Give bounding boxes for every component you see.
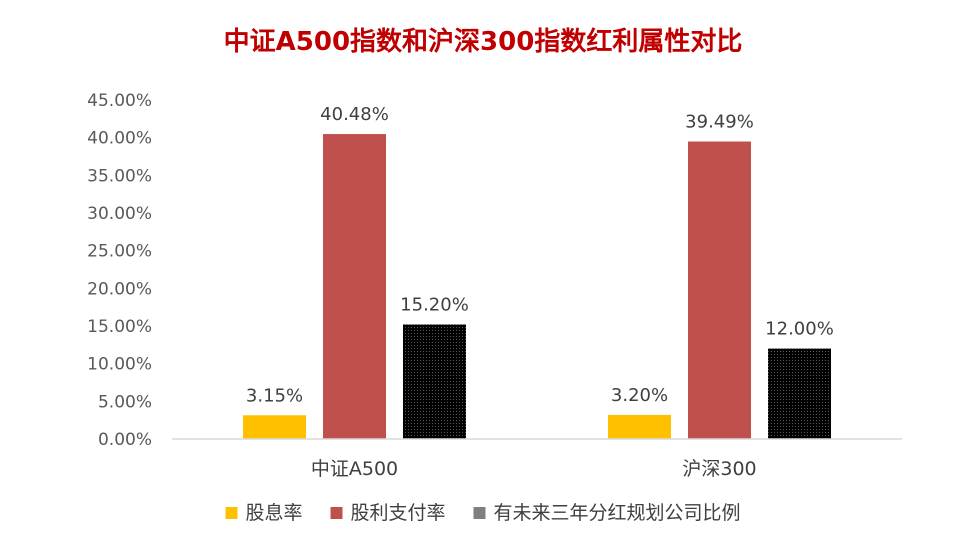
- y-tick-label: 20.00%: [87, 279, 152, 299]
- y-tick-label: 45.00%: [87, 91, 152, 111]
- legend-swatch: [330, 507, 343, 519]
- legend-label: 股利支付率: [351, 502, 446, 524]
- data-labels: 3.15% 40.48% 15.20% 3.20% 39.49% 12.00%: [246, 104, 834, 406]
- bars: [243, 134, 831, 439]
- data-label: 3.20%: [611, 385, 668, 406]
- y-tick-label: 25.00%: [87, 242, 152, 262]
- x-category-label: 中证A500: [311, 458, 398, 480]
- y-tick-label: 0.00%: [98, 430, 152, 450]
- y-tick-label: 10.00%: [87, 355, 152, 375]
- data-label: 40.48%: [320, 104, 389, 125]
- y-tick-label: 15.00%: [87, 317, 152, 337]
- legend-label: 股息率: [246, 502, 303, 524]
- x-axis: 中证A500 沪深300: [311, 458, 757, 480]
- bar-hatch: [768, 348, 831, 439]
- y-tick-label: 40.00%: [87, 129, 152, 149]
- x-category-label: 沪深300: [682, 458, 756, 480]
- y-axis: 0.00% 5.00% 10.00% 15.00% 20.00% 25.00% 30.00%…: [87, 91, 152, 450]
- data-label: 3.15%: [246, 385, 303, 406]
- data-label: 12.00%: [765, 319, 834, 340]
- y-tick-label: 5.00%: [98, 392, 152, 412]
- legend-label: 有未来三年分红规划公司比例: [494, 502, 741, 524]
- data-label: 39.49%: [685, 112, 754, 133]
- legend: 股息率 股利支付率 有未来三年分红规划公司比例: [225, 502, 741, 524]
- legend-swatch: [473, 507, 486, 519]
- y-tick-label: 30.00%: [87, 204, 152, 224]
- bar: [243, 415, 306, 439]
- chart-title: 中证A500指数和沪深300指数红利属性对比: [224, 26, 743, 57]
- legend-swatch: [225, 507, 238, 519]
- bar: [688, 141, 751, 439]
- bar: [608, 414, 671, 439]
- data-label: 15.20%: [400, 294, 469, 315]
- bar: [323, 134, 386, 439]
- y-tick-label: 35.00%: [87, 166, 152, 186]
- bar-hatch: [403, 324, 466, 439]
